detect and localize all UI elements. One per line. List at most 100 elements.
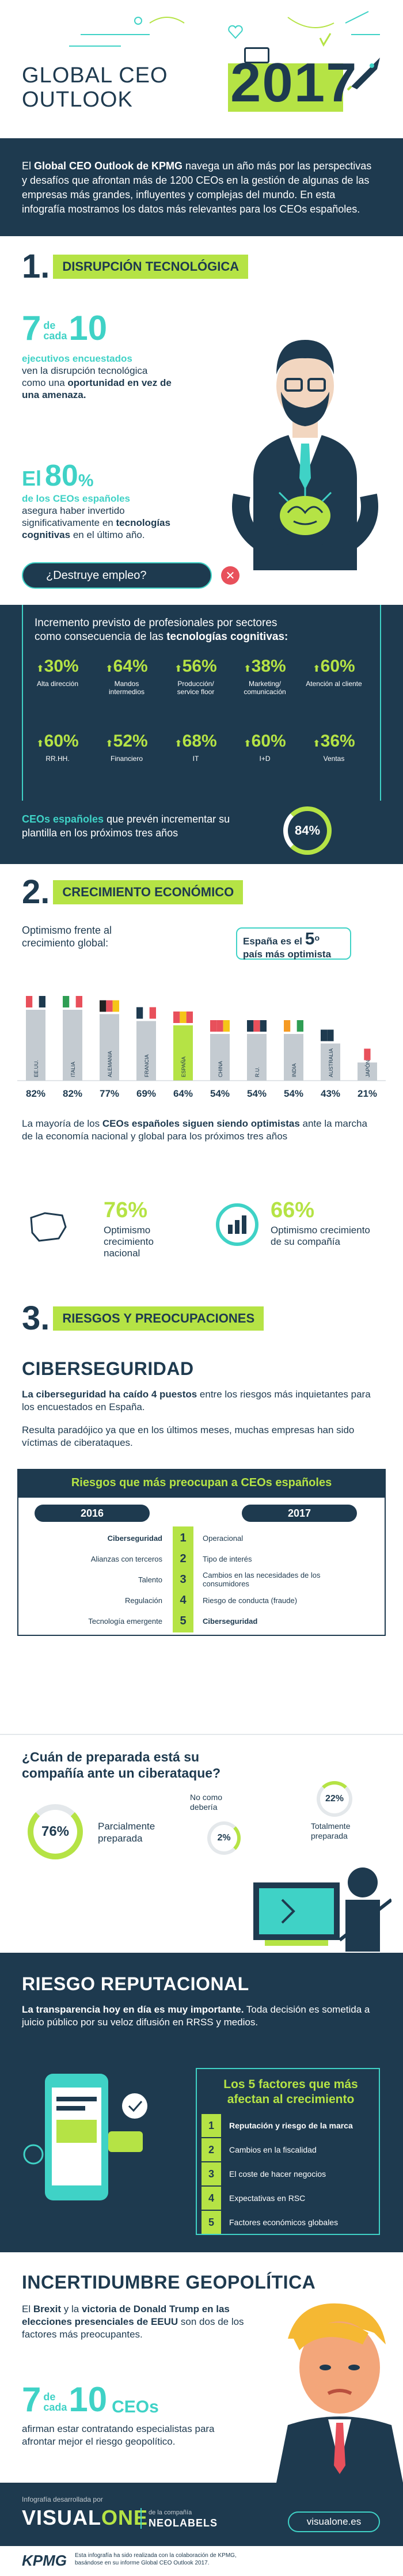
tick-label: ESPAÑA xyxy=(181,1056,187,1077)
stat-value: ⬆36% xyxy=(305,732,363,751)
stats-grid: ⬆30% Alta dirección ⬆64% Mandos intermedio… xyxy=(23,657,380,795)
section-2-number: 2. xyxy=(22,873,50,911)
bar-group: EE.UU. 82% xyxy=(26,996,45,1099)
arrow-up-icon: ⬆ xyxy=(36,664,44,674)
stat-value: ⬆64% xyxy=(98,657,155,676)
factor-rank: 5 xyxy=(202,2211,221,2234)
factor-label: El coste de hacer negocios xyxy=(229,2169,326,2179)
factor-rank: 3 xyxy=(202,2162,221,2185)
destruye-empleo-pill xyxy=(22,562,212,589)
section-1: 1. DISRUPCIÓN TECNOLÓGICA 7 de cada 10 e… xyxy=(0,236,403,864)
spain-map-icon xyxy=(30,1212,67,1242)
stat-value: ⬆38% xyxy=(236,657,294,676)
quinto-sup: o xyxy=(314,934,320,943)
cyber-attack-hacker-illustration xyxy=(253,1867,391,1952)
footer-bottom-bar xyxy=(0,2546,403,2576)
arrow-up-icon: ⬆ xyxy=(174,739,183,749)
ciber-p1: La ciberseguridad ha caído 4 puestos ent… xyxy=(22,1388,379,1414)
flag-icon xyxy=(173,1012,193,1023)
tick-label: ITALIA xyxy=(70,1062,76,1077)
year-badge xyxy=(228,63,343,112)
bar-group: ESPAÑA 64% xyxy=(173,1012,193,1099)
plantilla-bold: CEOs españoles xyxy=(22,813,104,825)
risk-2016: Ciberseguridad xyxy=(107,1533,162,1543)
factor-row: 2 Cambios en la fiscalidad xyxy=(202,2138,374,2161)
factor-label: Cambios en la fiscalidad xyxy=(229,2145,317,2154)
risk-2017: Tipo de interés xyxy=(203,1554,252,1563)
geo-p1-c: son dos de los factores más preocupantes… xyxy=(22,2316,244,2340)
prep-parcial-donut: 76% xyxy=(28,1804,83,1859)
geo-ceos: CEOs xyxy=(112,2397,159,2416)
data-label: 82% xyxy=(63,1088,82,1099)
stat-pct: 52% xyxy=(113,732,148,751)
risk-rank: 2 xyxy=(173,1547,193,1570)
geopolitical-section: INCERTIDUMBRE GEOPOLÍTICA El Brexit y la… xyxy=(0,2252,403,2483)
stat-cell: ⬆30% Alta dirección xyxy=(29,657,86,688)
bar-group: R.U. 54% xyxy=(247,1020,267,1099)
factor-label: Expectativas en RSC xyxy=(229,2194,306,2203)
section-1-number: 1. xyxy=(22,248,50,285)
mayoria-bold: CEOs españoles siguen siendo optimistas xyxy=(102,1118,300,1129)
year-text: 2017 xyxy=(230,52,358,113)
inc-title: Incremento previsto de profesionales por… xyxy=(35,616,380,644)
section-2-optimism: 76% Optimismo crecimiento nacional 66% O… xyxy=(0,1192,403,1296)
mayoria-rest: ante la marcha de la economía nacional y… xyxy=(22,1118,367,1142)
bar xyxy=(321,1043,340,1081)
intro-text-bold: Global CEO Outlook de KPMG xyxy=(34,160,183,172)
data-label: 54% xyxy=(284,1088,303,1099)
stat-value: ⬆56% xyxy=(167,657,225,676)
bar-group: JAPÓN 21% xyxy=(358,1048,377,1099)
risk-2017: Ciberseguridad xyxy=(203,1616,258,1626)
stat-label: Marketing/ comunicación xyxy=(244,680,286,696)
section-3-heading: 3. RIESGOS Y PREOCUPACIONES xyxy=(22,1302,264,1335)
flag-icon xyxy=(210,1020,230,1032)
section-2-title: CRECIMIENTO ECONÓMICO xyxy=(53,880,244,904)
arrow-up-icon: ⬆ xyxy=(313,739,321,749)
rep-title: RIESGO REPUTACIONAL xyxy=(22,1973,249,1994)
plantilla-text: CEOs españoles que prevén incrementar su… xyxy=(22,812,264,840)
ejecutivos-rest: ven la disrupción tecnológica como una xyxy=(22,365,148,388)
preparation-section: ¿Cuán de preparada está su compañía ante… xyxy=(0,1734,403,1953)
stat-value: ⬆30% xyxy=(29,657,86,676)
footer-url-link[interactable]: visualone.es xyxy=(288,2511,380,2532)
page-title-line1: GLOBAL CEO xyxy=(22,63,168,88)
stat-cell: ⬆52% Financiero xyxy=(98,732,155,763)
data-label: 54% xyxy=(210,1088,230,1099)
data-label: 64% xyxy=(173,1088,193,1099)
factor-label: Factores económicos globales xyxy=(229,2218,339,2227)
prep-parcial-label: Parcialmente preparada xyxy=(98,1821,155,1844)
footer-url: visualone.es xyxy=(306,2516,362,2527)
arrow-up-icon: ⬆ xyxy=(105,664,113,674)
flag-icon xyxy=(358,1048,377,1060)
section-3-number: 3. xyxy=(22,1300,50,1337)
geo-p1-b: y la xyxy=(61,2304,82,2314)
tick-label: EE.UU. xyxy=(33,1060,39,1077)
ciber-p1-rest: entre los riesgos más inquietantes para … xyxy=(22,1389,371,1412)
risk-row: Alianzas con terceros 2 Tipo de interés xyxy=(29,1547,374,1570)
plantilla-donut: 84% xyxy=(283,806,332,855)
businessman-robot-brain-illustration xyxy=(219,340,391,570)
section-2-heading: 2. CRECIMIENTO ECONÓMICO xyxy=(22,873,244,911)
arrow-up-icon: ⬆ xyxy=(244,739,252,749)
comp-label: Optimismo crecimiento de su compañía xyxy=(271,1225,370,1247)
arrow-up-icon: ⬆ xyxy=(105,739,113,749)
risk-2017: Cambios en las necesidades de los consum… xyxy=(203,1571,321,1588)
footer-divider xyxy=(140,2508,142,2529)
tick-label: ALEMANIA xyxy=(107,1051,113,1077)
stat-cell: ⬆38% Marketing/ comunicación xyxy=(236,657,294,696)
tec-cog-bold: tecnologías cognitivas xyxy=(22,517,170,540)
trump-caricature-illustration xyxy=(276,2303,403,2483)
flag-icon xyxy=(321,1029,340,1041)
geo-p1-bold2: victoria de Donald Trump en las eleccion… xyxy=(22,2304,230,2327)
stat-pct: 60% xyxy=(251,732,286,751)
ciber-p2: Resulta paradójico ya que en los últimos… xyxy=(22,1425,355,1448)
bar-group: FRANCIA 69% xyxy=(136,1007,156,1099)
ten-number: 10 xyxy=(69,309,108,347)
ciber-title: CIBERSEGURIDAD xyxy=(22,1358,194,1379)
espana-es: España es el xyxy=(243,935,303,947)
risk-rank: 1 xyxy=(173,1526,193,1550)
stat-label: Mandos intermedios xyxy=(108,680,145,696)
destruye-empleo-text: ¿Destruye empleo? xyxy=(46,569,147,582)
footer-neolabels: NEOLABELS xyxy=(149,2517,218,2529)
pct-sign: % xyxy=(78,471,94,490)
